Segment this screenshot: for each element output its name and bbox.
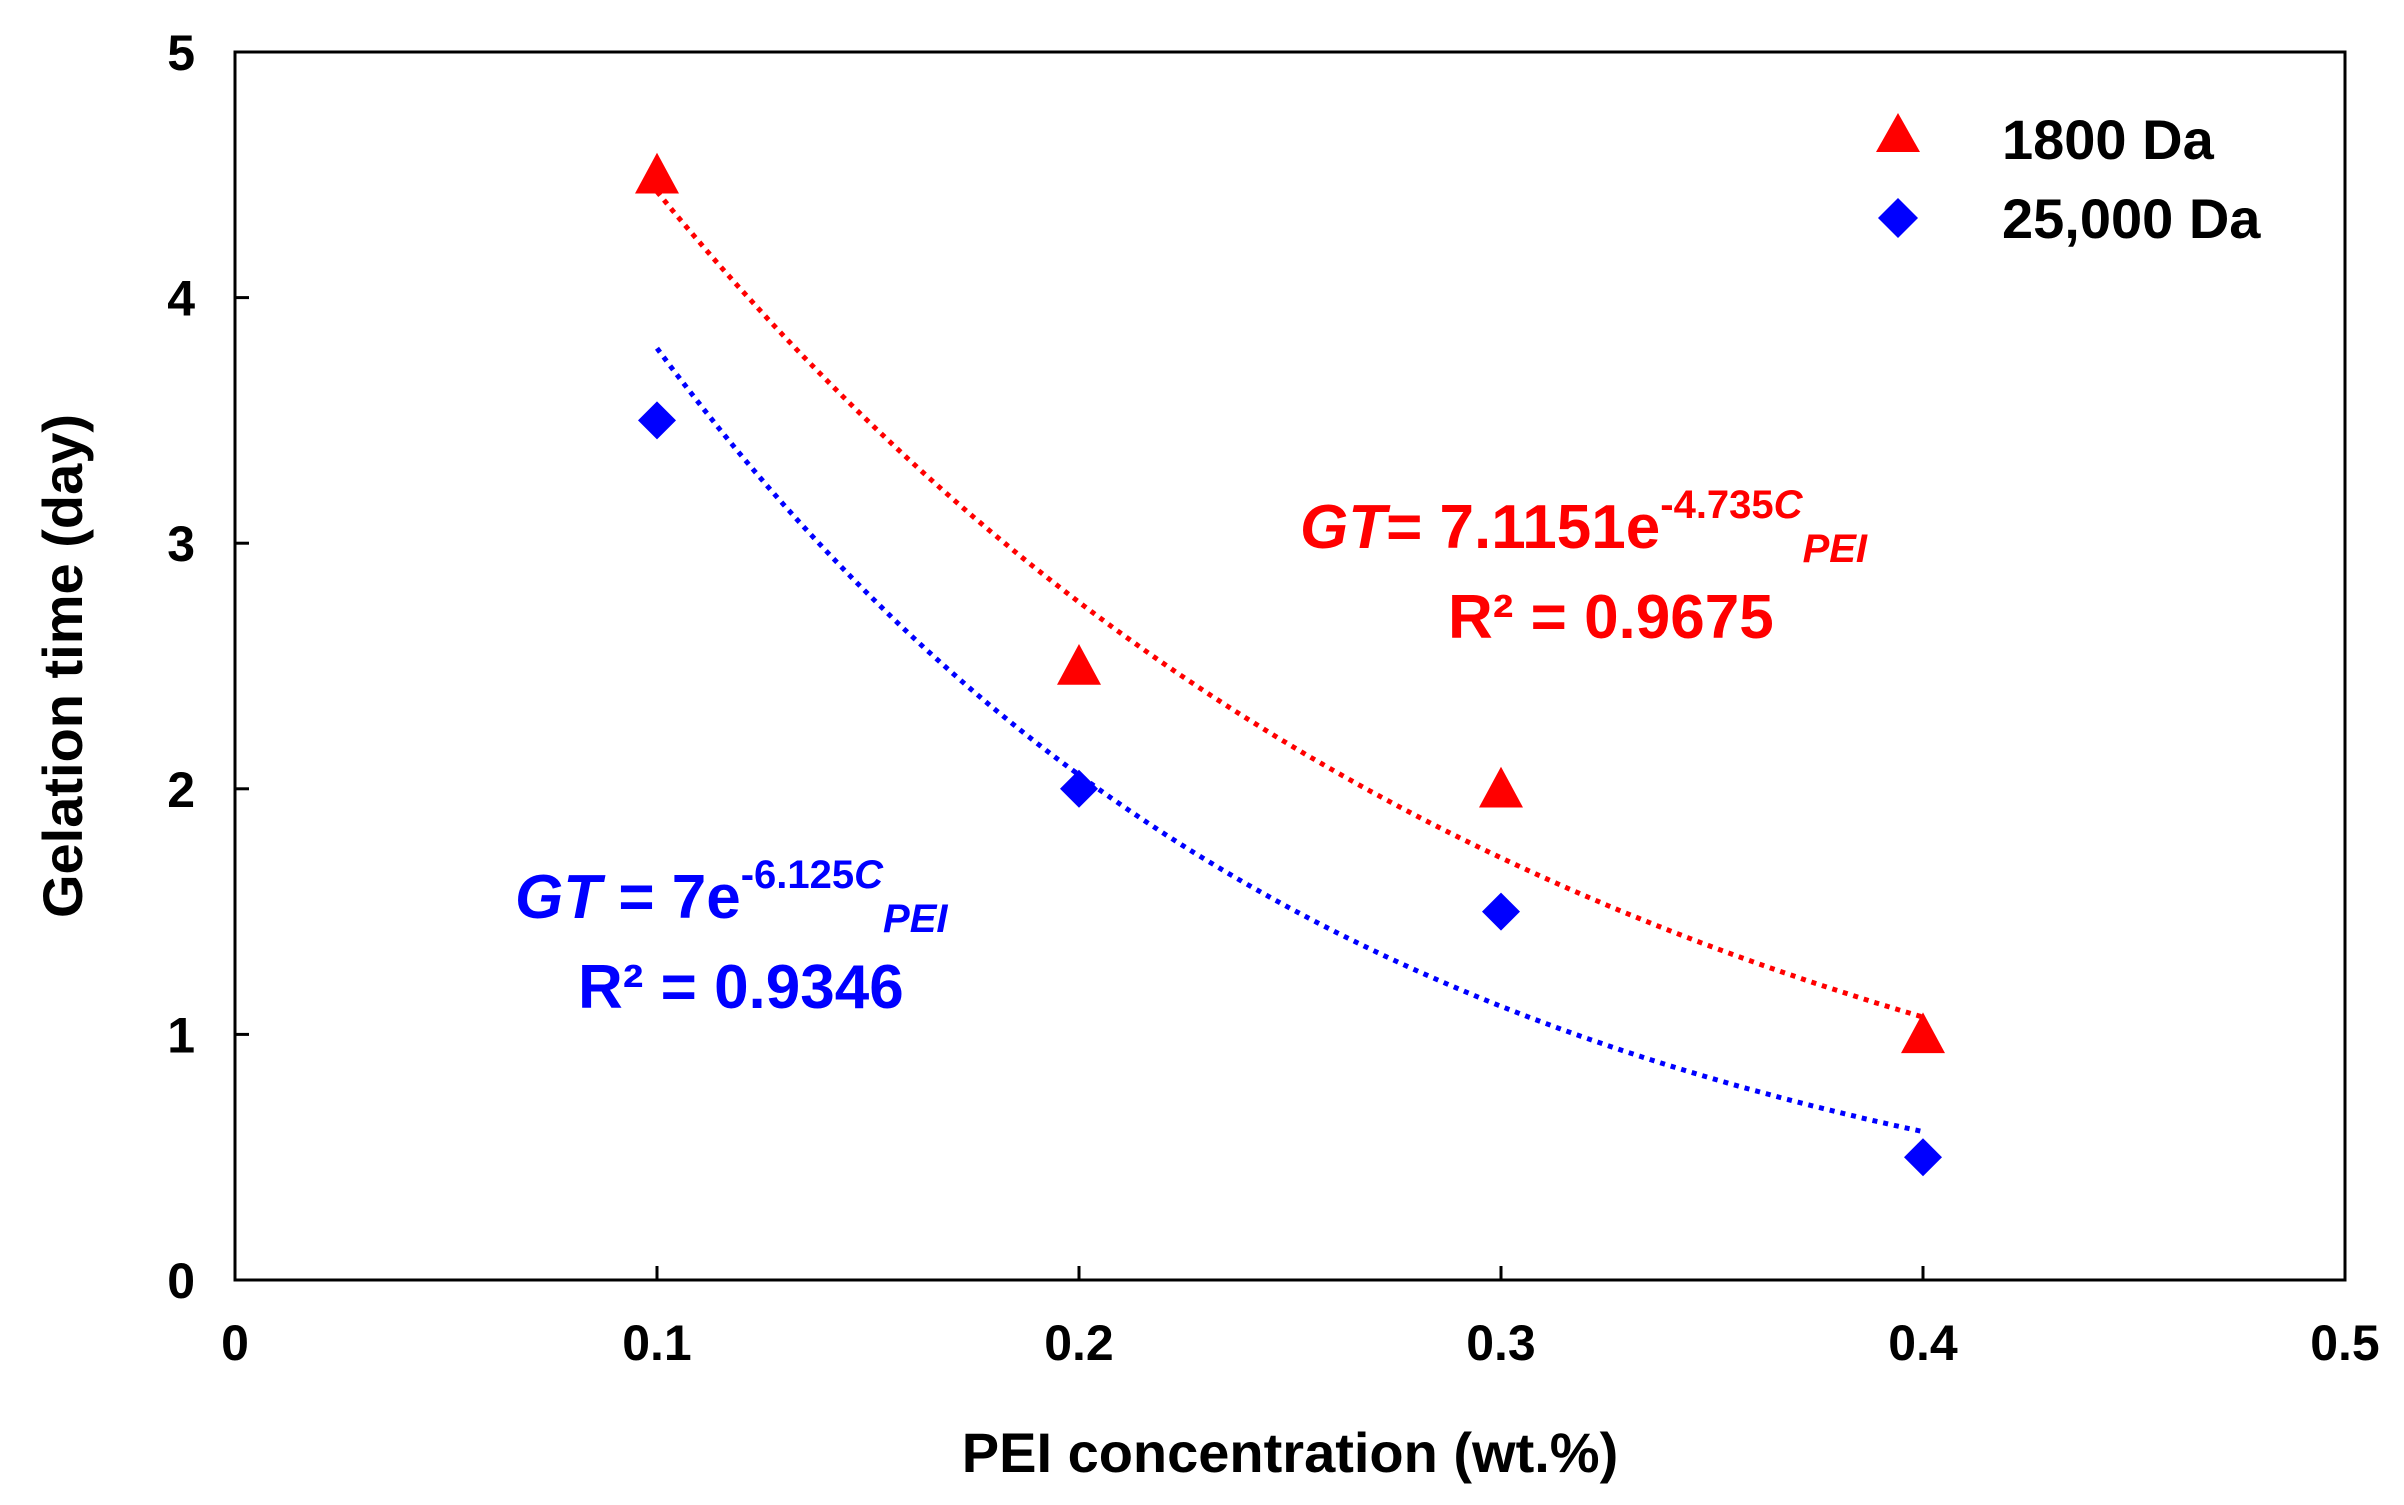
eq-25000-exp: -6.125 [741, 853, 854, 897]
data-point-25000 [1060, 769, 1098, 808]
eq-1800-c: C [1774, 483, 1804, 527]
x-tick-label: 0.3 [1466, 1315, 1536, 1371]
data-point-1800 [1057, 644, 1101, 685]
data-point-25000 [638, 401, 676, 440]
data-point-1800 [1479, 766, 1523, 808]
eq-1800-r2: R² = 0.9675 [1448, 583, 1774, 652]
y-tick-label: 3 [167, 516, 195, 572]
eq-1800-mid: = 7.1151e [1386, 493, 1660, 562]
data-point-1800 [1901, 1012, 1945, 1054]
x-tick-label: 0.2 [1044, 1315, 1114, 1371]
y-tick-label: 0 [167, 1253, 195, 1309]
y-tick-label: 1 [167, 1007, 195, 1063]
y-tick-label: 4 [167, 271, 195, 327]
svg-text:GT = 7e-6.125CPEI: GT = 7e-6.125CPEI [515, 853, 948, 941]
y-axis-ticks: 0 1 2 3 4 5 [167, 25, 249, 1309]
legend-diamond-marker [1878, 198, 1918, 238]
y-axis-label: Gelation time (day) [31, 414, 94, 918]
eq-25000-sub: PEI [883, 897, 948, 941]
eq-25000-c: C [854, 853, 884, 897]
x-tick-label: 0 [221, 1315, 249, 1371]
x-axis-ticks: 0 0.1 0.2 0.3 0.4 0.5 [221, 1266, 2380, 1371]
trendlines [654, 190, 1924, 1135]
eq-25000-gt: GT [515, 863, 606, 932]
svg-text:GT= 7.1151e-4.735CPEI: GT= 7.1151e-4.735CPEI [1300, 483, 1868, 571]
equation-1800: GT= 7.1151e-4.735CPEI R² = 0.9675 [1300, 483, 1868, 652]
eq-1800-exp: -4.735 [1660, 483, 1773, 527]
equation-25000: GT = 7e-6.125CPEI R² = 0.9346 [515, 853, 948, 1022]
data-point-1800 [635, 152, 679, 194]
data-point-25000 [1482, 892, 1520, 931]
data-markers [635, 152, 1945, 1177]
legend-label-1800: 1800 Da [2002, 108, 2215, 171]
eq-1800-sub: PEI [1803, 527, 1868, 571]
data-point-25000 [1904, 1138, 1942, 1177]
eq-1800-gt: GT [1300, 493, 1391, 562]
y-tick-label: 2 [167, 762, 195, 818]
x-tick-label: 0.5 [2310, 1315, 2380, 1371]
x-tick-label: 0.4 [1888, 1315, 1958, 1371]
eq-25000-r2: R² = 0.9346 [578, 953, 904, 1022]
legend-triangle-marker [1876, 113, 1920, 152]
legend: 1800 Da 25,000 Da [1876, 108, 2261, 250]
plot-frame [233, 50, 2347, 1282]
trendline-1800 [655, 190, 1924, 1020]
legend-label-25000: 25,000 Da [2002, 187, 2261, 250]
y-tick-label: 5 [167, 25, 195, 81]
x-axis-label: PEI concentration (wt.%) [962, 1421, 1619, 1484]
eq-25000-mid: = 7e [601, 863, 741, 932]
x-tick-label: 0.1 [622, 1315, 692, 1371]
